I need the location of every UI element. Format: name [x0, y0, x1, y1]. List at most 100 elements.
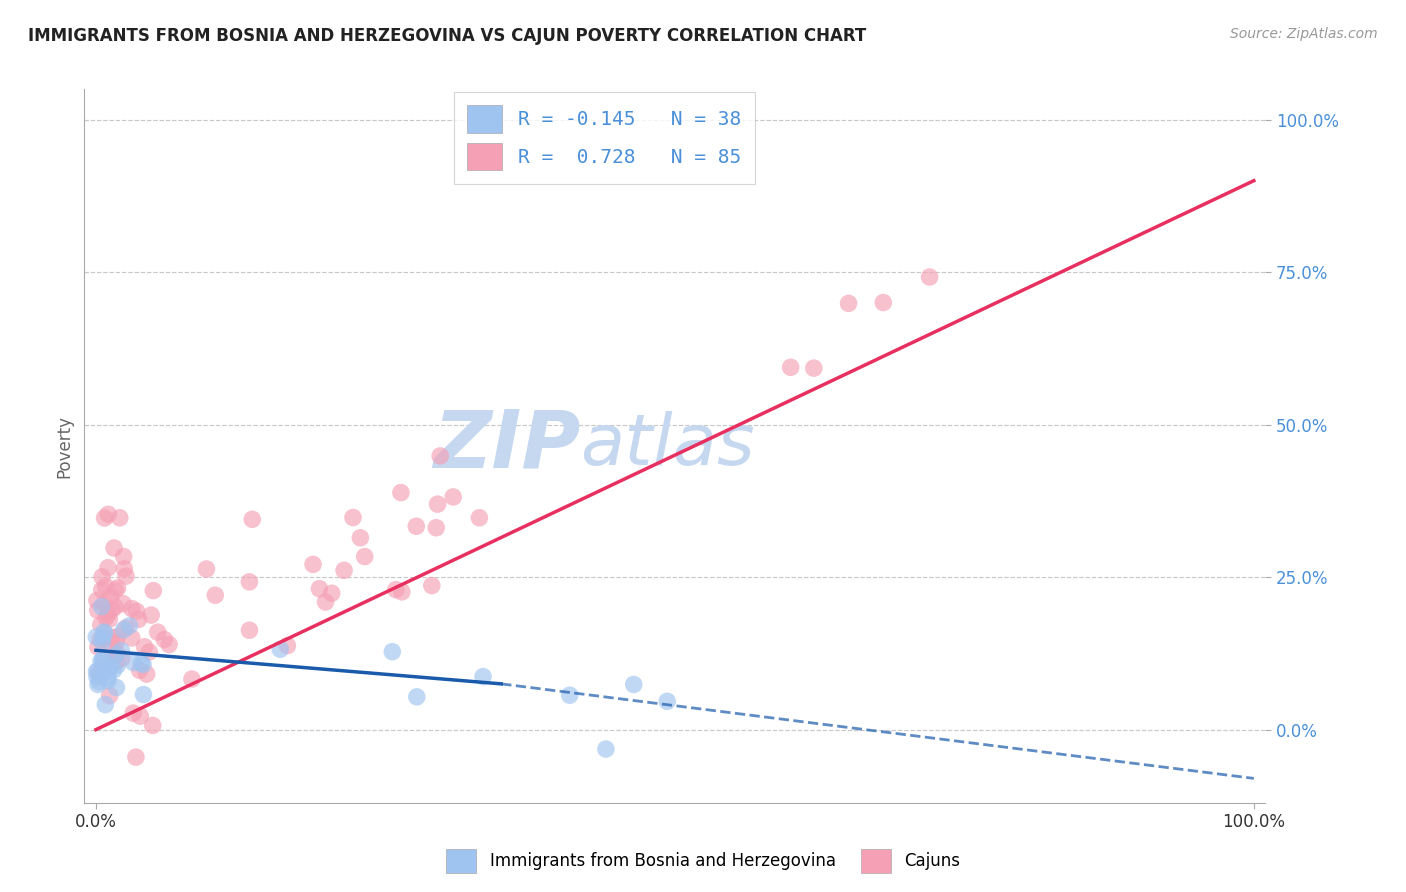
Text: atlas: atlas	[581, 411, 755, 481]
Point	[101, 603, 124, 617]
Point	[86, 670, 108, 684]
Legend: R = -0.145   N = 38, R =  0.728   N = 85: R = -0.145 N = 38, R = 0.728 N = 85	[454, 92, 755, 184]
Text: Source: ZipAtlas.com: Source: ZipAtlas.com	[1230, 27, 1378, 41]
Point	[112, 562, 135, 576]
Point	[142, 718, 165, 732]
Point	[104, 648, 127, 662]
Point	[87, 603, 110, 617]
Point	[128, 664, 150, 678]
Point	[315, 595, 337, 609]
Point	[302, 558, 325, 572]
Point	[91, 631, 114, 645]
Point	[98, 612, 121, 626]
Point	[333, 563, 356, 577]
Point	[657, 694, 679, 708]
Point	[385, 582, 408, 597]
Point	[94, 579, 117, 593]
Point	[112, 549, 135, 564]
Point	[918, 270, 941, 285]
Point	[349, 531, 371, 545]
Point	[138, 645, 160, 659]
Text: IMMIGRANTS FROM BOSNIA AND HERZEGOVINA VS CAJUN POVERTY CORRELATION CHART: IMMIGRANTS FROM BOSNIA AND HERZEGOVINA V…	[28, 27, 866, 45]
Point	[195, 562, 218, 576]
Point	[803, 361, 825, 376]
Point	[90, 654, 112, 668]
Point	[91, 635, 114, 649]
Point	[125, 750, 148, 764]
Point	[142, 583, 165, 598]
Point	[353, 549, 375, 564]
Point	[115, 569, 138, 583]
Point	[381, 645, 404, 659]
Point	[90, 599, 112, 614]
Point	[84, 630, 107, 644]
Point	[87, 640, 110, 654]
Point	[872, 295, 894, 310]
Point	[90, 582, 112, 597]
Point	[146, 625, 169, 640]
Point	[98, 658, 121, 673]
Point	[93, 660, 115, 674]
Point	[125, 604, 148, 618]
Point	[122, 706, 145, 720]
Point	[110, 643, 132, 657]
Point	[105, 681, 128, 695]
Point	[238, 574, 260, 589]
Point	[121, 631, 143, 645]
Point	[97, 673, 120, 688]
Point	[122, 656, 145, 670]
Point	[838, 296, 860, 310]
Legend: Immigrants from Bosnia and Herzegovina, Cajuns: Immigrants from Bosnia and Herzegovina, …	[440, 842, 966, 880]
Point	[103, 541, 125, 555]
Point	[89, 632, 111, 647]
Point	[93, 626, 115, 640]
Point	[779, 360, 801, 375]
Point	[128, 612, 150, 626]
Point	[595, 742, 617, 756]
Point	[97, 560, 120, 574]
Point	[94, 610, 117, 624]
Point	[86, 593, 108, 607]
Point	[108, 511, 131, 525]
Point	[129, 656, 152, 670]
Point	[238, 624, 260, 638]
Point	[405, 519, 427, 533]
Point	[87, 665, 110, 679]
Point	[112, 623, 135, 637]
Point	[91, 652, 114, 666]
Point	[101, 631, 124, 645]
Point	[426, 497, 449, 511]
Point	[105, 635, 128, 649]
Point	[103, 663, 125, 677]
Point	[420, 578, 443, 592]
Point	[87, 677, 110, 691]
Point	[104, 599, 127, 614]
Point	[91, 570, 114, 584]
Point	[97, 508, 120, 522]
Point	[269, 642, 291, 657]
Point	[181, 672, 204, 686]
Point	[129, 709, 152, 723]
Point	[98, 664, 121, 678]
Point	[89, 674, 111, 689]
Point	[97, 607, 120, 621]
Point	[623, 677, 645, 691]
Point	[105, 630, 128, 644]
Point	[118, 619, 141, 633]
Point	[107, 658, 129, 673]
Point	[468, 510, 491, 524]
Point	[96, 671, 118, 685]
Point	[405, 690, 427, 704]
Point	[321, 586, 343, 600]
Point	[86, 665, 108, 679]
Point	[104, 648, 127, 663]
Point	[105, 655, 128, 669]
Point	[89, 665, 111, 680]
Point	[240, 512, 263, 526]
Point	[132, 688, 155, 702]
Point	[157, 637, 180, 651]
Point	[308, 582, 330, 596]
Point	[111, 651, 134, 665]
Point	[91, 655, 114, 669]
Point	[141, 608, 163, 623]
